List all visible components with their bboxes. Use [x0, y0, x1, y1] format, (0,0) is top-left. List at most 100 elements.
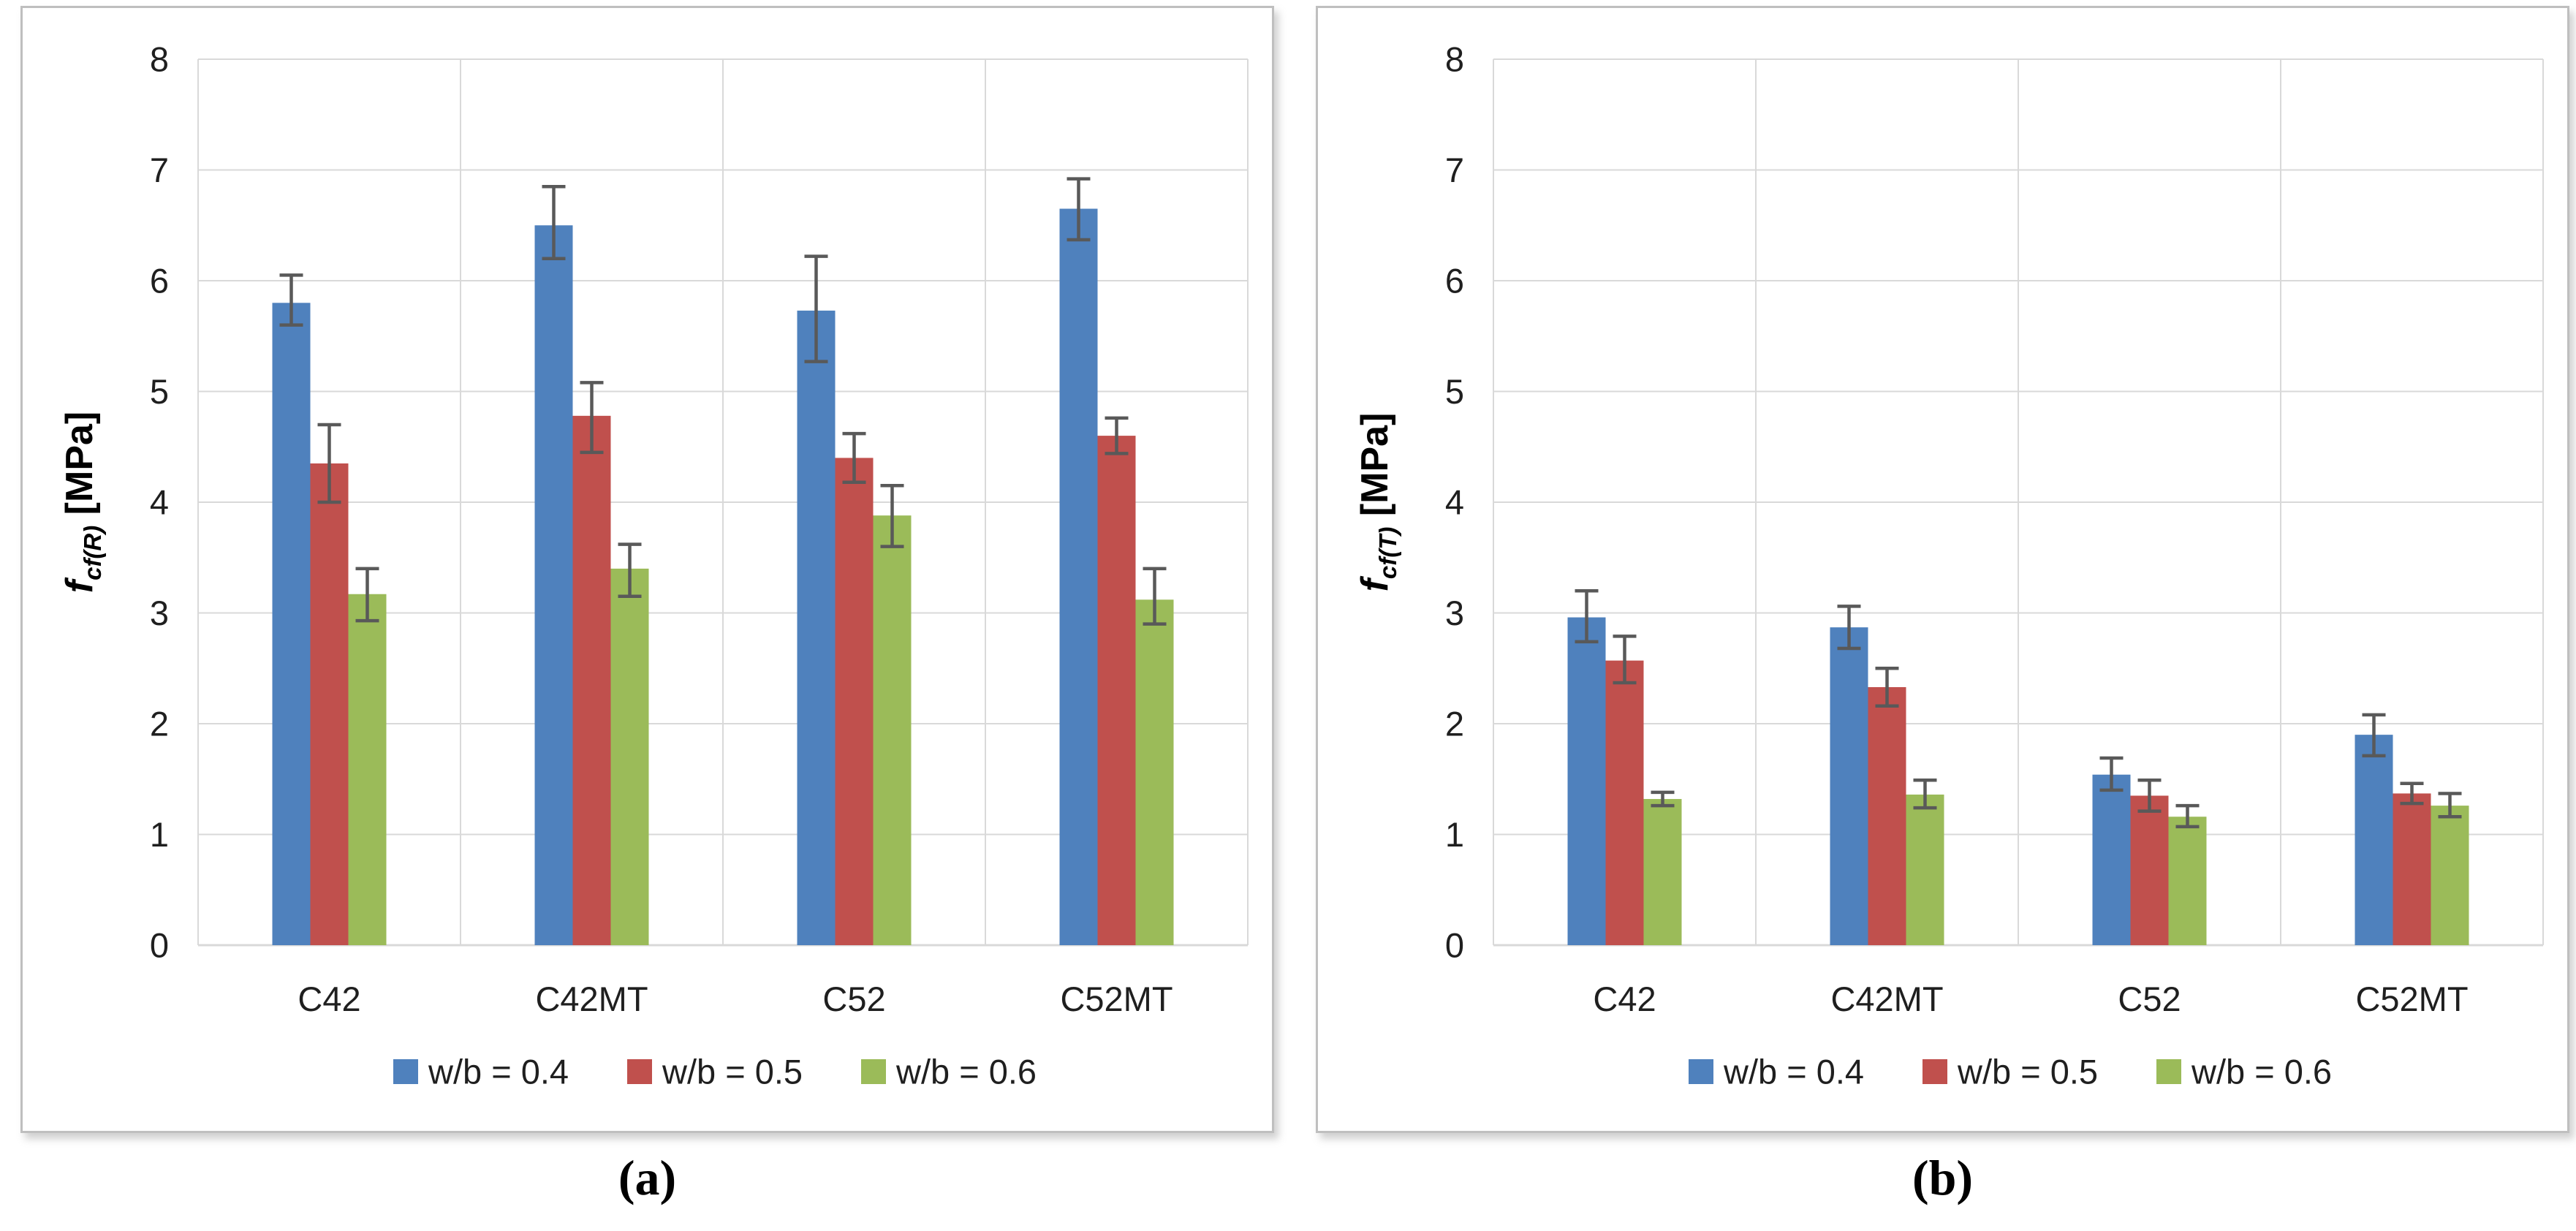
bar-0.6-C52: [2168, 817, 2207, 945]
legend-label: w/b = 0.4: [1723, 1053, 1864, 1091]
bar-0.4-C52: [2092, 774, 2131, 945]
y-axis-title: fcf(T) [MPa]: [1354, 413, 1401, 592]
bar-group-C42: [272, 273, 387, 945]
y-tick-label: 4: [1445, 483, 1464, 522]
y-tick-label: 3: [150, 594, 169, 632]
error-bar: [1837, 605, 1861, 651]
legend-swatch-red: [627, 1059, 652, 1084]
bar-0.5-C52: [835, 458, 874, 945]
error-bar: [279, 273, 303, 327]
bar-0.4-C52MT: [2355, 735, 2393, 945]
error-bar: [1651, 790, 1675, 808]
gridlines: [197, 58, 1249, 947]
error-bar: [618, 542, 642, 599]
bar-0.5-C52MT: [2393, 793, 2431, 945]
x-category-label: C52MT: [1060, 980, 1173, 1018]
panel-a-wrap: 0 1 2 3 4 5 6 7 8 fcf(R) [MPa] C42 C42MT C52 C52MT w/b…: [20, 6, 1274, 1207]
y-axis-ticks: 0 1 2 3 4 5 6 7 8: [150, 40, 169, 965]
error-bar: [1613, 635, 1637, 685]
error-bar: [2362, 713, 2386, 758]
y-tick-label: 2: [1445, 705, 1464, 743]
error-bar: [2099, 756, 2124, 792]
error-bar: [1143, 567, 1167, 626]
bar-0.6-C42: [1643, 799, 1682, 945]
y-tick-label: 0: [150, 926, 169, 965]
error-bar: [580, 381, 604, 455]
legend-label: w/b = 0.6: [2191, 1053, 2332, 1091]
bar-0.5-C42MT: [572, 415, 611, 945]
bar-group-C42MT: [534, 184, 649, 945]
legend-swatch-red: [1922, 1059, 1947, 1084]
error-bar: [1875, 667, 1899, 708]
y-tick-label: 1: [1445, 815, 1464, 854]
error-bar: [2400, 781, 2424, 806]
legend: w/b = 0.4 w/b = 0.5 w/b = 0.6: [393, 1053, 1037, 1091]
legend-swatch-blue: [393, 1059, 418, 1084]
legend-label: w/b = 0.6: [895, 1053, 1037, 1091]
bar-0.6-C42: [348, 594, 387, 945]
bar-0.4-C52MT: [1059, 208, 1098, 945]
chart-panel-b: 0 1 2 3 4 5 6 7 8 fcf(T) [MPa] C42 C42MT C52 C52MT w/b…: [1316, 6, 2569, 1133]
y-tick-label: 7: [150, 151, 169, 189]
chart-panel-a: 0 1 2 3 4 5 6 7 8 fcf(R) [MPa] C42 C42MT C52 C52MT w/b…: [20, 6, 1274, 1133]
x-category-label: C52: [822, 980, 885, 1018]
x-category-label: C52MT: [2355, 980, 2468, 1018]
y-axis-title: fcf(R) [MPa]: [58, 412, 106, 593]
y-tick-label: 0: [1445, 926, 1464, 965]
error-bar: [355, 567, 379, 623]
error-bar: [1105, 416, 1129, 455]
legend: w/b = 0.4 w/b = 0.5 w/b = 0.6: [1689, 1053, 2332, 1091]
legend-label: w/b = 0.4: [428, 1053, 569, 1091]
legend-swatch-green: [861, 1059, 886, 1084]
error-bar: [2438, 792, 2462, 819]
y-tick-label: 1: [150, 815, 169, 854]
panel-b-wrap: 0 1 2 3 4 5 6 7 8 fcf(T) [MPa] C42 C42MT C52 C52MT w/b…: [1316, 6, 2569, 1207]
gridlines: [1493, 58, 2544, 947]
y-tick-label: 3: [1445, 594, 1464, 632]
bar-0.6-C42MT: [1906, 794, 1944, 945]
bar-group-C52: [797, 254, 912, 945]
bar-0.5-C42: [1605, 660, 1644, 945]
bar-group-C42: [1567, 588, 1682, 945]
error-bar: [1575, 588, 1599, 644]
legend-label: w/b = 0.5: [662, 1053, 803, 1091]
x-category-label: C42: [1593, 980, 1656, 1018]
x-category-label: C42MT: [1830, 980, 1943, 1018]
y-tick-label: 8: [150, 40, 169, 79]
y-tick-label: 4: [150, 483, 169, 522]
error-bar: [317, 423, 341, 504]
caption-b: (b): [1912, 1150, 1974, 1205]
bar-group-C52MT: [1059, 177, 1174, 945]
bar-chart-a: 0 1 2 3 4 5 6 7 8 fcf(R) [MPa] C42 C42MT C52 C52MT w/b…: [58, 40, 1249, 1091]
bar-0.4-C42: [272, 303, 311, 945]
bar-chart-b: 0 1 2 3 4 5 6 7 8 fcf(T) [MPa] C42 C42MT C52 C52MT w/b…: [1354, 40, 2544, 1091]
legend-swatch-green: [2156, 1059, 2181, 1084]
bar-0.4-C42: [1567, 617, 1606, 945]
y-tick-label: 5: [150, 372, 169, 411]
bar-0.5-C42MT: [1868, 687, 1906, 945]
bar-0.6-C52MT: [2431, 806, 2469, 945]
error-bar: [2175, 803, 2200, 829]
bar-0.6-C52: [873, 515, 912, 945]
bar-0.5-C52: [2130, 795, 2169, 945]
legend-swatch-blue: [1689, 1059, 1713, 1084]
y-tick-label: 2: [150, 705, 169, 743]
bar-0.4-C42MT: [534, 225, 573, 945]
error-bar: [2137, 779, 2162, 813]
bar-0.5-C42: [310, 463, 349, 945]
bar-0.5-C52MT: [1097, 436, 1136, 945]
y-tick-label: 6: [1445, 262, 1464, 300]
bar-0.6-C52MT: [1135, 599, 1174, 945]
error-bar: [542, 184, 566, 260]
y-axis-ticks: 0 1 2 3 4 5 6 7 8: [1445, 40, 1464, 965]
caption-a: (a): [618, 1150, 677, 1205]
legend-label: w/b = 0.5: [1957, 1053, 2098, 1091]
error-bar: [804, 254, 828, 363]
y-tick-label: 6: [150, 262, 169, 300]
error-bar: [1067, 177, 1091, 242]
x-category-label: C42MT: [535, 980, 648, 1018]
error-bar: [842, 431, 866, 484]
x-category-label: C42: [298, 980, 360, 1018]
bar-0.6-C42MT: [610, 568, 649, 945]
